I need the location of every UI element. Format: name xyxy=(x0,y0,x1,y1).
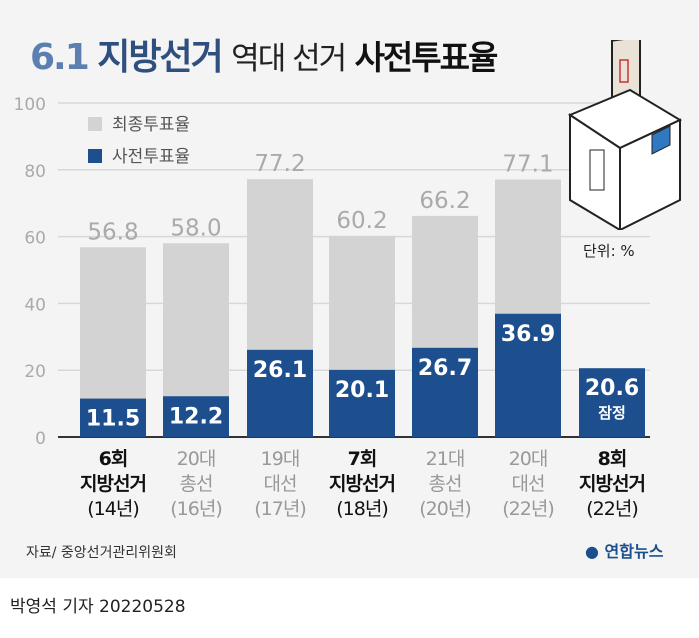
total-value-label: 77.2 xyxy=(254,151,305,177)
early-value-label: 11.5 xyxy=(86,407,140,432)
bar-early xyxy=(80,398,146,437)
bar-early xyxy=(579,368,645,437)
early-value-label: 36.9 xyxy=(501,322,555,347)
total-value-label: 60.2 xyxy=(336,208,387,234)
x-label-line: 20대 xyxy=(508,448,549,470)
legend-early-label: 사전투표율 xyxy=(112,147,191,167)
legend-total-label: 최종투표율 xyxy=(112,115,191,135)
legend-total: 최종투표율 xyxy=(88,110,190,135)
x-label-line: 7회 xyxy=(347,448,378,470)
x-label-line: 총선 xyxy=(428,473,463,495)
title-main: 사전투표율 xyxy=(354,38,499,77)
x-label-line: 총선 xyxy=(179,473,214,495)
logo-text: 연합뉴스 xyxy=(604,542,664,561)
x-label-line: (20년) xyxy=(419,498,471,520)
x-label-line: (17년) xyxy=(254,498,306,520)
y-tick-label: 20 xyxy=(24,362,46,382)
unit-label: 단위: % xyxy=(583,242,635,260)
bar-chart: 0 20 40 60 80 100 56.8 11.5 58.0 12.2 77.2 26.1 60.2… xyxy=(14,95,650,449)
bar-early xyxy=(247,349,313,437)
x-label-line: 6회 xyxy=(98,448,129,470)
legend-early: 사전투표율 xyxy=(88,142,190,167)
x-label-line: 대선 xyxy=(511,473,546,495)
bar-early xyxy=(412,347,478,437)
x-label-line: 지방선거 xyxy=(329,473,396,495)
bar-early xyxy=(163,396,229,437)
x-label-line: 20대 xyxy=(176,448,217,470)
y-tick-label: 60 xyxy=(24,229,46,249)
x-label-line: (14년) xyxy=(87,498,139,520)
yonhap-logo: ● 연합뉴스 xyxy=(585,542,664,561)
total-value-label: 56.8 xyxy=(87,219,138,245)
x-label-line: (22년) xyxy=(502,498,554,520)
y-tick-label: 40 xyxy=(24,295,46,315)
early-value-label: 26.1 xyxy=(253,358,307,383)
x-label-line: 지방선거 xyxy=(579,473,646,495)
provisional-annotation: 잠정 xyxy=(598,404,626,422)
y-tick-label: 100 xyxy=(14,95,46,115)
total-value-label: 77.1 xyxy=(502,151,553,177)
title-date: 6.1 xyxy=(30,37,90,78)
x-label-line: (16년) xyxy=(170,498,222,520)
title-election: 지방선거 xyxy=(97,37,223,78)
early-value-label: 26.7 xyxy=(418,356,472,381)
byline: 박영석 기자 20220528 xyxy=(10,597,186,617)
chart-title: 6.1 지방선거 역대 선거 사전투표율 xyxy=(30,28,499,80)
x-label-line: 21대 xyxy=(425,448,466,470)
total-value-label: 58.0 xyxy=(170,215,221,241)
y-tick-label: 80 xyxy=(24,162,46,182)
x-label-line: 지방선거 xyxy=(80,473,147,495)
early-value-label: 12.2 xyxy=(169,404,223,429)
x-label-line: 19대 xyxy=(260,448,301,470)
bar-early xyxy=(329,369,395,437)
source-note: 자료/ 중앙선거관리위원회 xyxy=(26,545,177,561)
x-label-line: 대선 xyxy=(263,473,298,495)
x-label-line: (18년) xyxy=(336,498,388,520)
title-mid: 역대 선거 xyxy=(231,41,347,77)
ballot-box-icon xyxy=(567,40,683,230)
early-value-label: 20.1 xyxy=(335,378,389,403)
early-value-label: 20.6 xyxy=(585,376,639,401)
total-value-label: 66.2 xyxy=(419,188,470,214)
y-tick-label: 0 xyxy=(35,429,46,449)
x-label-line: 8회 xyxy=(597,448,628,470)
bar-early xyxy=(495,313,561,437)
x-label-line: (22년) xyxy=(586,498,638,520)
